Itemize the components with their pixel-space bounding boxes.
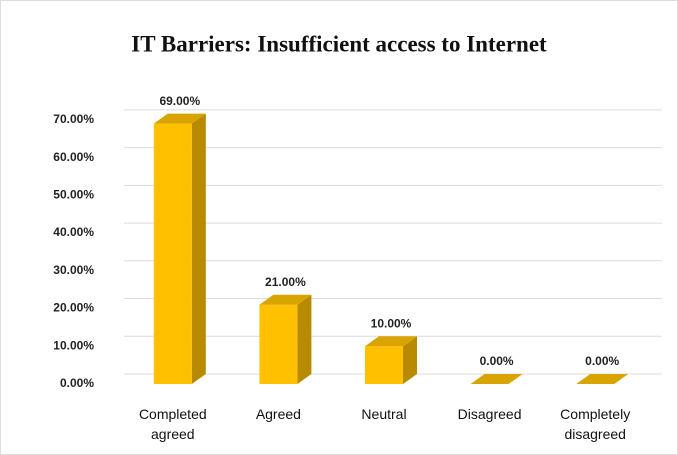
y-tick-label: 60.00% [53,150,94,164]
x-tick-label: Completely disagreed [560,406,631,442]
chart-title: IT Barriers: Insufficient access to Inte… [131,31,547,56]
y-tick-label: 20.00% [53,301,94,315]
y-tick-label: 50.00% [53,188,94,202]
bar-front [153,123,192,384]
value-label: 0.00% [585,354,619,368]
y-tick-label: 40.00% [53,225,94,239]
value-label: 10.00% [371,316,412,330]
bar-top [259,294,312,305]
bar-top [153,113,206,124]
x-tick-label: Completed agreed [138,406,207,442]
bar-side [403,336,417,384]
y-tick-label: 30.00% [53,263,94,277]
bar-side [191,113,206,384]
x-tick-label: Disagreed [457,406,522,422]
bar-front [365,346,403,384]
x-tick-label: Neutral [361,406,407,422]
bar [259,294,312,384]
bar [365,336,417,384]
value-label: 21.00% [265,275,306,289]
bar-top [470,374,523,384]
bar-top [365,336,417,347]
y-tick-label: 70.00% [53,112,94,126]
bar [470,374,523,384]
bar-front [259,304,298,384]
value-label: 0.00% [480,354,514,368]
y-tick-label: 10.00% [53,338,94,352]
value-label: 69.00% [159,94,200,108]
bar [576,374,629,384]
x-tick-label: Agreed [255,406,301,422]
y-tick-label: 0.00% [60,376,94,390]
bar-top [576,374,629,384]
bar [153,113,206,384]
bar-side [297,294,312,384]
